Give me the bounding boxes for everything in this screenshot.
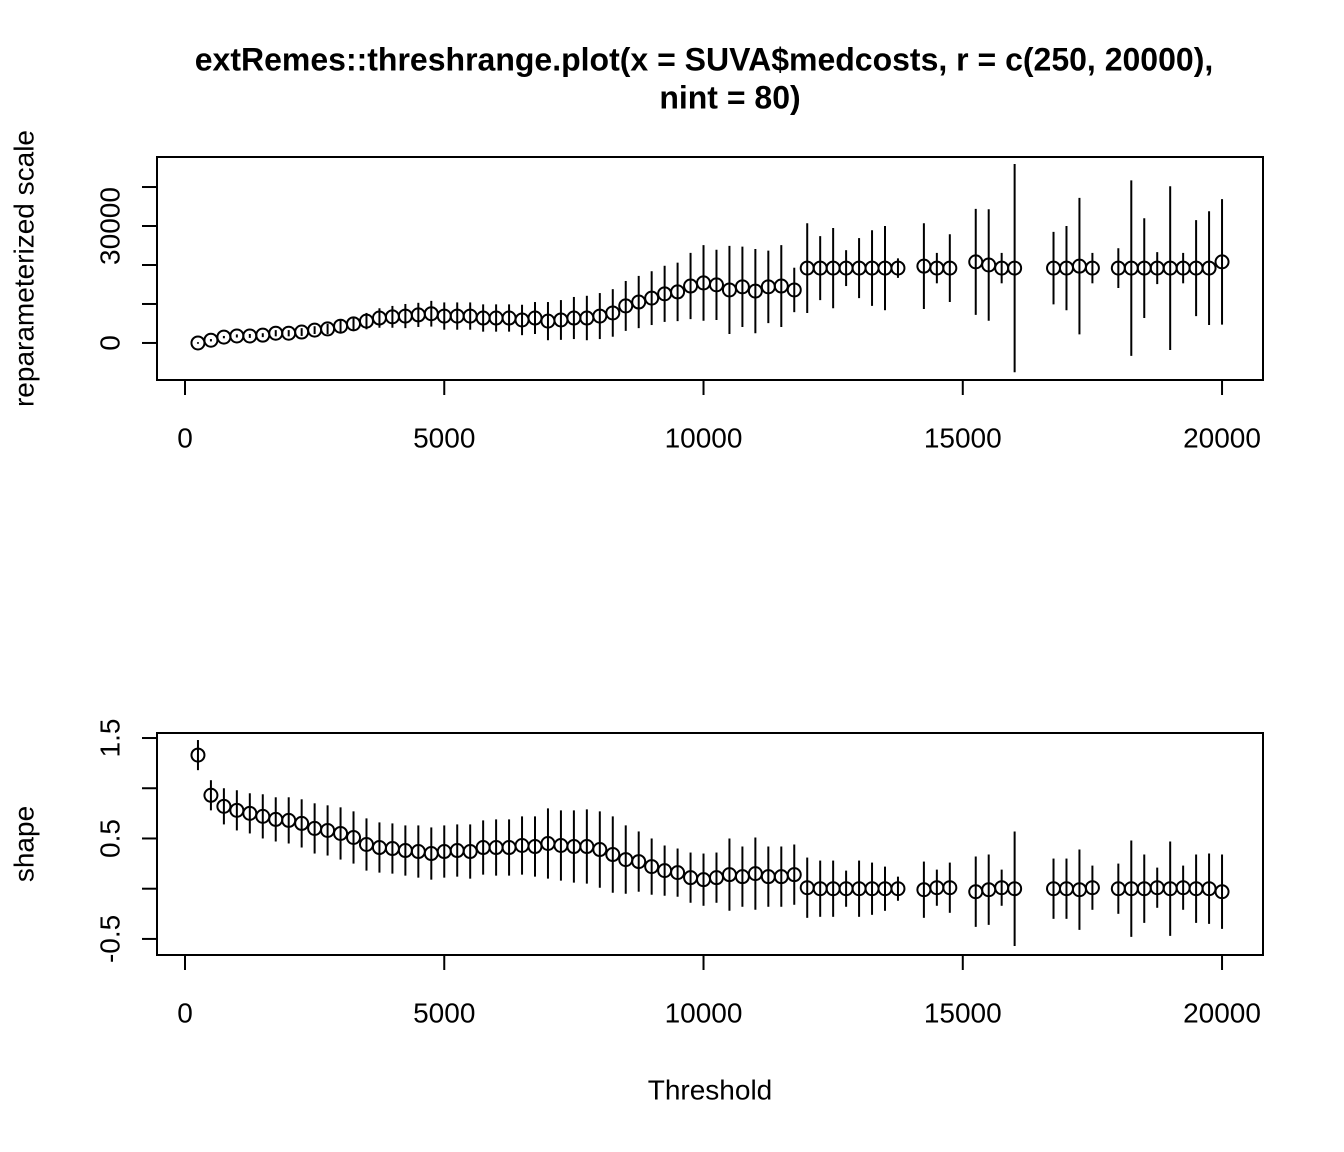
x-tick-label: 20000: [1183, 422, 1261, 453]
x-tick-label: 5000: [413, 997, 475, 1028]
point: [346, 829, 362, 845]
point: [670, 284, 686, 300]
point: [1214, 254, 1230, 270]
point: [203, 787, 219, 803]
point: [644, 290, 660, 306]
point: [631, 294, 647, 310]
y-axis-label: reparameterized scale: [8, 130, 39, 407]
point: [1084, 260, 1100, 276]
point: [747, 283, 763, 299]
point: [333, 825, 349, 841]
point: [786, 867, 802, 883]
plot-box: [156, 732, 1264, 956]
x-tick-label: 15000: [924, 422, 1002, 453]
y-tick-label: -0.5: [94, 915, 125, 963]
point: [890, 260, 906, 276]
y-tick-label: 1.5: [94, 719, 125, 758]
point: [644, 859, 660, 875]
chart-title: extRemes::threshrange.plot(x = SUVA$medc…: [195, 41, 1213, 77]
y-tick-label: 0: [94, 335, 125, 351]
x-tick-label: 20000: [1183, 997, 1261, 1028]
point: [890, 881, 906, 897]
point: [592, 842, 608, 858]
point: [1007, 881, 1023, 897]
point: [708, 277, 724, 293]
x-tick-label: 10000: [665, 997, 743, 1028]
point: [1084, 880, 1100, 896]
plot-box: [156, 156, 1264, 381]
point: [942, 880, 958, 896]
chart-title: nint = 80): [659, 79, 800, 115]
point: [216, 798, 232, 814]
point: [670, 865, 686, 881]
x-axis-label: Threshold: [648, 1074, 773, 1105]
point: [190, 747, 206, 763]
point: [1201, 260, 1217, 276]
point: [631, 854, 647, 870]
y-tick-label: 30000: [94, 187, 125, 265]
point: [786, 282, 802, 298]
x-tick-label: 5000: [413, 422, 475, 453]
point: [294, 815, 310, 831]
point: [618, 298, 634, 314]
x-tick-label: 0: [177, 997, 193, 1028]
point: [1214, 884, 1230, 900]
point: [605, 847, 621, 863]
point: [734, 279, 750, 295]
y-tick-label: 0.5: [94, 819, 125, 858]
point: [462, 844, 478, 860]
y-axis-label: shape: [8, 806, 39, 882]
point: [605, 305, 621, 321]
point: [942, 260, 958, 276]
x-tick-label: 10000: [665, 422, 743, 453]
x-tick-label: 0: [177, 422, 193, 453]
x-tick-label: 15000: [924, 997, 1002, 1028]
point: [1007, 260, 1023, 276]
point: [773, 278, 789, 294]
